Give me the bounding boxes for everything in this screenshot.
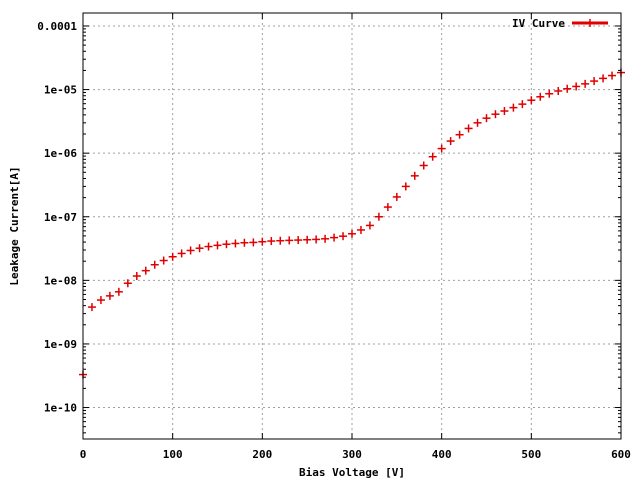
- data-point: [258, 237, 267, 246]
- data-point: [410, 171, 419, 180]
- data-point: [249, 238, 258, 247]
- data-point: [581, 79, 590, 88]
- data-point: [123, 279, 132, 288]
- x-tick-label: 400: [432, 448, 452, 461]
- x-tick-label: 600: [611, 448, 631, 461]
- data-point: [419, 161, 428, 170]
- data-point: [545, 89, 554, 98]
- data-point: [213, 241, 222, 250]
- data-point: [87, 303, 96, 312]
- data-point: [383, 203, 392, 212]
- axis-ticks: [82, 13, 622, 439]
- x-axis-label: Bias Voltage [V]: [299, 466, 405, 479]
- data-point: [150, 260, 159, 269]
- data-point: [195, 244, 204, 253]
- data-point: [222, 240, 231, 249]
- data-point: [294, 236, 303, 245]
- plot-frame: [82, 12, 622, 440]
- y-tick-label: 1e-08: [44, 274, 77, 287]
- data-point: [536, 92, 545, 101]
- data-point: [491, 110, 500, 119]
- data-point: [186, 246, 195, 255]
- data-point: [177, 249, 186, 258]
- y-axis-label: Leakage Current[A]: [8, 166, 21, 285]
- y-tick-label: 1e-05: [44, 84, 77, 97]
- data-point: [401, 182, 410, 191]
- y-tick-label: 1e-10: [44, 402, 77, 415]
- data-point: [356, 225, 365, 234]
- data-point: [599, 74, 608, 83]
- data-point: [572, 82, 581, 91]
- data-point: [563, 84, 572, 93]
- data-point: [330, 233, 339, 242]
- data-point: [168, 252, 177, 261]
- data-point: [392, 192, 401, 201]
- x-tick-label: 100: [163, 448, 183, 461]
- data-point: [518, 100, 527, 109]
- data-point: [339, 232, 348, 241]
- data-point: [240, 238, 249, 247]
- data-point: [437, 144, 446, 153]
- data-point: [590, 77, 599, 86]
- data-point: [446, 137, 455, 146]
- x-tick-label: 200: [252, 448, 272, 461]
- data-point: [105, 291, 114, 300]
- data-point: [114, 287, 123, 296]
- data-point: [428, 152, 437, 161]
- data-point: [267, 237, 276, 246]
- y-tick-label: 1e-07: [44, 211, 77, 224]
- x-tick-label: 500: [521, 448, 541, 461]
- y-tick-label: 1e-09: [44, 338, 77, 351]
- legend-label: IV Curve: [512, 17, 565, 30]
- y-tick-labels: 1e-10 1e-09 1e-08 1e-07 1e-06 1e-05 0.0001: [37, 20, 77, 415]
- data-point: [509, 103, 518, 112]
- data-point: [231, 239, 240, 248]
- data-point: [132, 272, 141, 281]
- legend: IV Curve: [512, 17, 608, 30]
- y-tick-label: 0.0001: [37, 20, 77, 33]
- data-point: [500, 107, 509, 116]
- data-point: [141, 266, 150, 275]
- data-point: [473, 118, 482, 127]
- data-point: [455, 130, 464, 139]
- data-point: [608, 71, 617, 80]
- data-points: [79, 68, 625, 379]
- data-point: [321, 234, 330, 243]
- data-point: [482, 114, 491, 123]
- data-point: [312, 235, 321, 244]
- x-tick-label: 0: [80, 448, 87, 461]
- data-point: [374, 212, 383, 221]
- legend-marker-sample: [586, 19, 594, 27]
- data-point: [276, 236, 285, 245]
- data-point: [348, 229, 356, 238]
- data-point: [204, 242, 213, 251]
- x-tick-labels: 0 100 200 300 400 500 600: [80, 448, 631, 461]
- data-point: [96, 296, 105, 305]
- data-point: [285, 236, 294, 245]
- data-point: [464, 124, 473, 133]
- data-point: [159, 256, 168, 265]
- grid-lines: [83, 13, 621, 439]
- data-point: [303, 235, 312, 244]
- data-point: [554, 86, 563, 95]
- data-point: [527, 96, 536, 105]
- y-tick-label: 1e-06: [44, 147, 77, 160]
- data-point: [365, 221, 374, 230]
- x-tick-label: 300: [342, 448, 362, 461]
